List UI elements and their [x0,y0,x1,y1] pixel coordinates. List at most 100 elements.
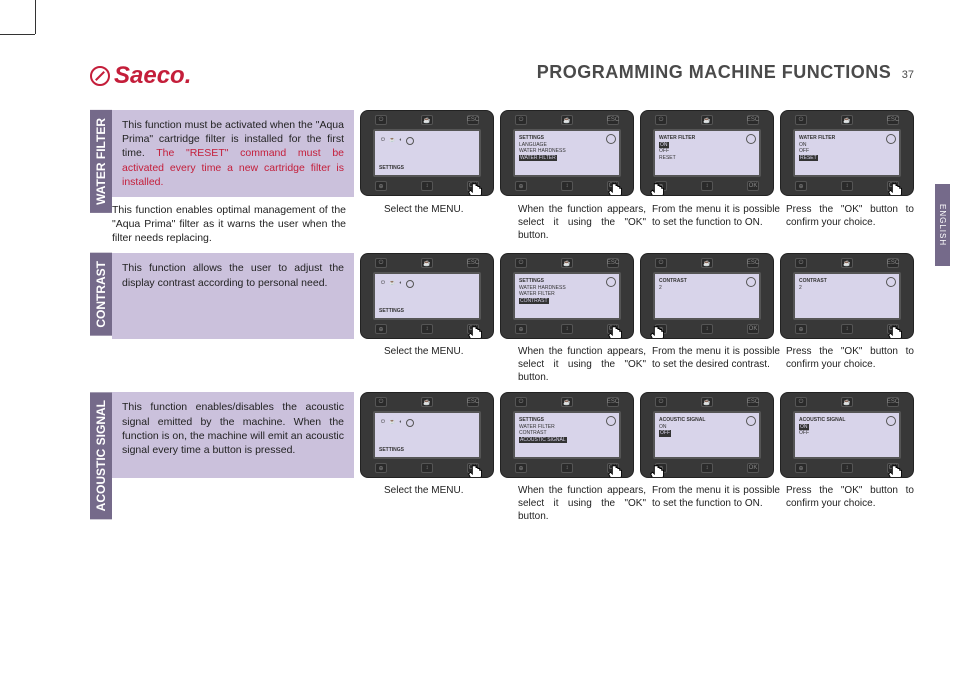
screen-caption: When the function appears, select it usi… [518,345,646,384]
device-button: ESC [747,258,759,268]
device-display: SETTINGS⏻☕◐ [373,272,481,320]
device-button: ↕ [421,324,433,334]
device-button: ESC [887,258,899,268]
device-button: ESC [467,397,479,407]
language-tab: ENGLISH [935,184,950,266]
brand-logo: Saeco. [90,62,191,90]
screen-caption: Press the "OK" button to confirm your ch… [786,345,914,384]
pointer-hand-icon [605,463,627,478]
device-display: CONTRAST2 [793,272,901,320]
device-button: ☕ [561,115,573,125]
device-button: ESC [467,258,479,268]
device-button: ↕ [701,463,713,473]
pointer-hand-icon [465,181,487,196]
section-intro: This function must be activated when the… [112,110,354,197]
section-subtext [112,484,354,523]
device-button: ☕ [841,397,853,407]
device-button: ☕ [841,115,853,125]
pointer-hand-icon [885,324,907,339]
screen-caption: From the menu it is possible to set the … [652,203,780,246]
screen-caption: Press the "OK" button to confirm your ch… [786,203,914,246]
crop-mark [0,34,35,35]
pointer-hand-icon [647,463,669,478]
device-button: ☕ [701,115,713,125]
device-display: SETTINGSWATER HARDNESSWATER FILTERCONTRA… [513,272,621,320]
device-button: ⏻ [515,115,527,125]
device-button: ↕ [421,181,433,191]
device-display: ACOUSTIC SIGNALONOFF [653,411,761,459]
device-button: ESC [887,397,899,407]
device-button: ⏻ [515,397,527,407]
device-button: ⏻ [655,258,667,268]
device-button: ⏻ [375,115,387,125]
device-button: OK [747,324,759,334]
pointer-hand-icon [465,463,487,478]
device-screen: ⏻☕ESCSETTINGSWATER HARDNESSWATER FILTERC… [500,253,634,339]
pointer-hand-icon [647,324,669,339]
section-label: WATER FILTER [90,110,112,213]
device-button: OK [747,181,759,191]
device-display: WATER FILTERONOFFRESET [793,129,901,177]
device-screen: ⏻☕ESCACOUSTIC SIGNALONOFF⊕↕OK [640,392,774,478]
screen-caption: Press the "OK" button to confirm your ch… [786,484,914,523]
device-display: WATER FILTERONOFFRESET [653,129,761,177]
section-intro: This function allows the user to adjust … [112,253,354,339]
page-number: 37 [902,69,914,81]
brand-logo-icon [90,66,110,86]
device-button: ESC [887,115,899,125]
device-button: ↕ [841,181,853,191]
section-label: ACOUSTIC SIGNAL [90,392,112,519]
device-screen: ⏻ ☕ ESC SETTINGSLANGUAGEWATER HARDNESSWATER… [500,110,634,196]
device-button: ☕ [701,397,713,407]
device-button: ESC [607,397,619,407]
device-button: ⏻ [655,397,667,407]
device-display: SETTINGSLANGUAGEWATER HARDNESSWATER FILT… [513,129,621,177]
device-button: ⊕ [515,324,527,334]
device-button: ⏻ [375,258,387,268]
device-button: ⊕ [375,324,387,334]
section-intro: This function enables/disables the acous… [112,392,354,478]
screen-caption: Select the MENU. [384,345,512,384]
screen-caption: Select the MENU. [384,203,512,246]
page-header: Saeco. PROGRAMMING MACHINE FUNCTIONS 37 [60,34,944,90]
device-button: ↕ [561,181,573,191]
device-button: ESC [607,115,619,125]
device-button: ☕ [421,397,433,407]
device-button: ☕ [421,258,433,268]
device-display: SETTINGSWATER FILTERCONTRASTACOUSTIC SIG… [513,411,621,459]
page: Saeco. PROGRAMMING MACHINE FUNCTIONS 37 … [60,34,944,678]
pointer-hand-icon [885,181,907,196]
device-button: ESC [747,115,759,125]
device-display: CONTRAST2 [653,272,761,320]
device-button: ⊕ [795,324,807,334]
device-button: ESC [467,115,479,125]
pointer-hand-icon [605,324,627,339]
pointer-hand-icon [885,463,907,478]
device-button: OK [747,463,759,473]
device-button: ⊕ [515,181,527,191]
pointer-hand-icon [465,324,487,339]
section-subtext [112,345,354,384]
section-contrast: CONTRASTThis function allows the user to… [90,253,914,384]
device-screen: ⏻☕ESCWATER FILTERONOFFRESET⊕↕OK [780,110,914,196]
device-display: SETTINGS⏻☕◐ [373,411,481,459]
device-display: ACOUSTIC SIGNALONOFF [793,411,901,459]
crop-mark [35,0,36,34]
screen-caption: From the menu it is possible to set the … [652,345,780,384]
device-display: SETTINGS⏻☕◐ [373,129,481,177]
section-label: CONTRAST [90,253,112,336]
device-button: ☕ [561,397,573,407]
screen-caption: From the menu it is possible to set the … [652,484,780,523]
device-screen: ⏻☕ESCSETTINGS⏻☕◐⊕↕OK [360,110,494,196]
device-button: ↕ [561,463,573,473]
section-water-filter: WATER FILTERThis function must be activa… [90,110,914,245]
device-screen: ⏻☕ESCSETTINGS⏻☕◐⊕↕OK [360,392,494,478]
device-button: ↕ [841,463,853,473]
device-button: ESC [747,397,759,407]
device-screen: ⏻☕ESCCONTRAST2⊕↕OK [780,253,914,339]
device-button: ☕ [421,115,433,125]
device-button: ESC [607,258,619,268]
device-button: ⊕ [795,181,807,191]
screen-caption: When the function appears, select it usi… [518,203,646,246]
pointer-hand-icon [647,181,669,196]
